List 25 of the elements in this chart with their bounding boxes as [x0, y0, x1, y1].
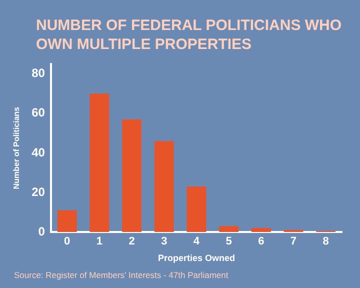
- x-axis-title: Properties Owned: [158, 253, 235, 264]
- chart-title: NUMBER OF FEDERAL POLITICIANS WHO OWN MULTIPLE PROPERTIES: [36, 16, 343, 54]
- bar: [251, 228, 271, 232]
- y-axis-title: Number of Politicians: [12, 106, 22, 190]
- bar: [186, 186, 206, 232]
- y-tick-label: 80: [32, 66, 46, 80]
- bar: [57, 210, 77, 232]
- x-tick-label: 7: [290, 236, 297, 248]
- x-tick-label: 8: [322, 236, 329, 248]
- x-tick-label: 5: [226, 236, 232, 248]
- bar: [154, 141, 174, 232]
- source-note: Source: Register of Members' Interests - 47th Parliament: [14, 270, 228, 280]
- y-tick-label: 40: [32, 145, 46, 160]
- bar: [90, 94, 110, 232]
- x-tick-label: 1: [96, 236, 103, 248]
- bar: [122, 119, 142, 232]
- x-tick-label: 2: [128, 236, 135, 248]
- y-tick-label: 60: [32, 106, 46, 120]
- x-tick-label: 6: [258, 236, 264, 248]
- x-tick-label: 3: [161, 236, 168, 248]
- y-tick-label: 20: [32, 184, 46, 199]
- bar: [219, 226, 239, 232]
- y-tick-label: 0: [38, 224, 46, 238]
- x-tick-label: 0: [64, 236, 70, 248]
- x-tick-label: 4: [193, 236, 200, 248]
